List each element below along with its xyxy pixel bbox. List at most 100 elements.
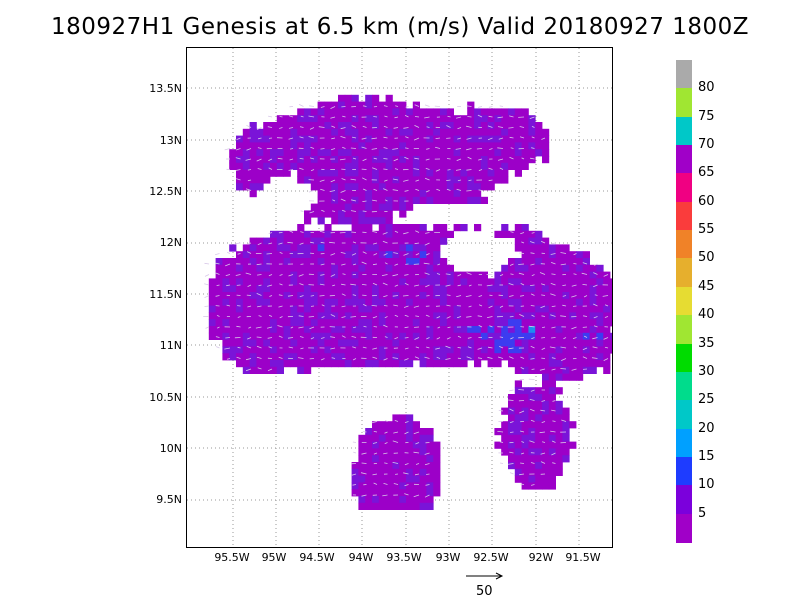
wind-vector	[298, 357, 304, 359]
wind-vector	[591, 357, 598, 359]
wind-vector	[435, 347, 441, 350]
wind-vector	[267, 337, 273, 339]
wind-cell	[555, 298, 563, 306]
wind-cell	[270, 278, 278, 286]
colorbar-segment	[676, 201, 692, 231]
wind-cell	[555, 305, 563, 313]
wind-cell	[453, 326, 461, 334]
wind-vector	[487, 137, 493, 141]
wind-cell	[365, 441, 373, 449]
wind-cell	[338, 203, 346, 211]
wind-cell	[548, 278, 556, 286]
wind-cell	[440, 271, 448, 279]
wind-cell	[419, 258, 427, 266]
wind-vector	[478, 106, 483, 108]
wind-vector	[266, 253, 273, 255]
wind-vector	[267, 284, 273, 287]
wind-cell	[392, 305, 400, 313]
wind-vector	[500, 462, 504, 464]
wind-cell	[392, 502, 400, 510]
wind-cell	[385, 203, 393, 211]
wind-cell	[569, 346, 577, 354]
wind-cell	[351, 237, 359, 245]
wind-cell	[324, 360, 332, 368]
wind-cell	[331, 203, 339, 211]
wind-cell	[528, 135, 536, 143]
wind-cell	[406, 142, 414, 150]
wind-vector	[340, 127, 346, 130]
wind-cell	[433, 169, 441, 177]
wind-cell	[310, 312, 318, 320]
wind-cell	[372, 339, 380, 347]
wind-cell	[331, 156, 339, 164]
wind-vector	[268, 274, 273, 277]
wind-cell	[304, 353, 312, 361]
wind-cell	[270, 271, 278, 279]
wind-vector	[541, 441, 546, 443]
wind-cell	[365, 271, 373, 279]
wind-cell	[351, 101, 359, 109]
wind-vector	[457, 347, 462, 349]
wind-cell	[467, 183, 475, 191]
wind-cell	[603, 346, 611, 354]
wind-cell	[208, 312, 216, 320]
wind-cell	[263, 176, 271, 184]
wind-cell	[582, 285, 590, 293]
wind-cell	[494, 305, 502, 313]
wind-vector	[520, 430, 525, 433]
wind-cell	[351, 339, 359, 347]
wind-cell	[331, 115, 339, 123]
wind-cell	[310, 115, 318, 123]
wind-cell	[576, 264, 584, 272]
wind-cell	[385, 217, 393, 225]
wind-cell	[324, 278, 332, 286]
wind-cell	[501, 434, 509, 442]
wind-vector	[435, 169, 441, 172]
wind-cell	[487, 353, 495, 361]
wind-cell	[474, 346, 482, 354]
wind-cell	[508, 455, 516, 463]
wind-cell	[249, 190, 257, 198]
wind-cell	[229, 149, 237, 157]
wind-cell	[494, 169, 502, 177]
wind-cell	[358, 278, 366, 286]
wind-cell	[236, 312, 244, 320]
wind-vector	[530, 484, 535, 486]
wind-cell	[256, 285, 264, 293]
wind-cell	[385, 332, 393, 340]
wind-cell	[419, 489, 427, 497]
wind-cell	[351, 230, 359, 238]
wind-cell	[270, 312, 278, 320]
wind-vector	[508, 283, 514, 286]
wind-cell	[256, 135, 264, 143]
wind-vector	[352, 326, 357, 329]
wind-cell	[508, 339, 516, 347]
wind-cell	[215, 332, 223, 340]
wind-cell	[412, 230, 420, 238]
wind-cell	[276, 264, 284, 272]
wind-vector	[394, 116, 399, 119]
colorbar-segment	[676, 315, 692, 345]
wind-cell	[378, 264, 386, 272]
wind-cell	[385, 271, 393, 279]
wind-cell	[358, 264, 366, 272]
wind-cell	[215, 319, 223, 327]
wind-cell	[453, 122, 461, 130]
wind-vector	[551, 326, 556, 329]
wind-cell	[276, 122, 284, 130]
wind-cell	[548, 332, 556, 340]
wind-cell	[399, 421, 407, 429]
wind-cell	[399, 122, 407, 130]
wind-cell	[331, 346, 339, 354]
wind-cell	[548, 407, 556, 415]
wind-cell	[535, 462, 543, 470]
wind-cell	[548, 360, 556, 368]
wind-cell	[487, 312, 495, 320]
wind-vector	[341, 263, 346, 266]
wind-cell	[487, 332, 495, 340]
wind-cell	[242, 326, 250, 334]
wind-cell	[297, 149, 305, 157]
wind-cell	[317, 108, 325, 116]
wind-cell	[406, 319, 414, 327]
wind-vector	[371, 137, 378, 140]
